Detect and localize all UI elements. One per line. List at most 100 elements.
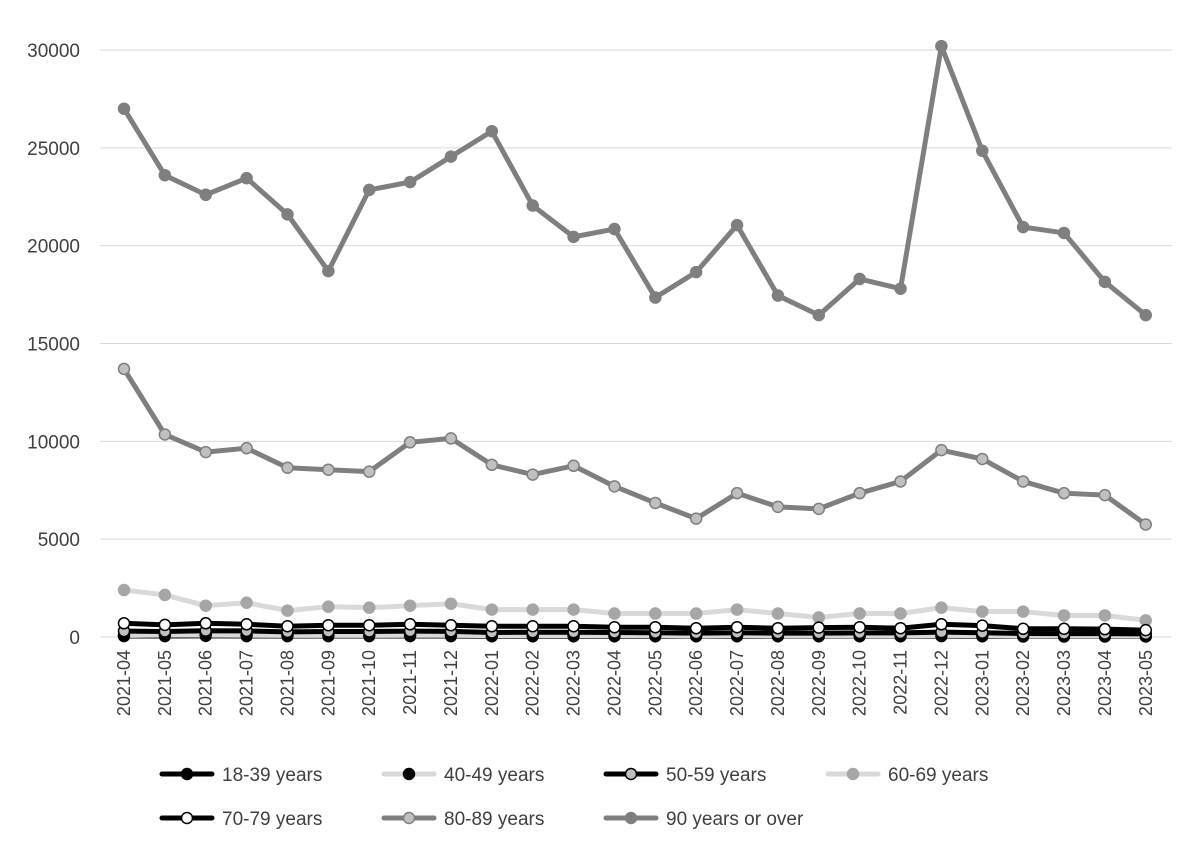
data-point [730, 620, 744, 634]
data-point [812, 621, 826, 634]
data-point [485, 619, 499, 633]
x-tick-label: 2022-11 [891, 650, 911, 715]
data-point [526, 199, 539, 212]
legend-swatch-marker [624, 811, 638, 825]
legend-item: 40-49 years [381, 765, 544, 786]
series-line [121, 43, 1149, 318]
data-point [1057, 486, 1071, 500]
legend-label: 50-59 years [666, 765, 766, 786]
legend-label: 60-69 years [888, 765, 988, 786]
data-point [526, 468, 539, 481]
data-point [935, 39, 948, 53]
data-point [894, 621, 907, 635]
data-point [240, 596, 253, 610]
data-point [1057, 226, 1071, 240]
data-point [730, 603, 744, 616]
x-tick-label: 2021-12 [441, 650, 461, 716]
legend-swatch-marker [180, 767, 194, 781]
data-point [853, 272, 866, 286]
legend-label: 40-49 years [444, 765, 544, 786]
series-3 [117, 583, 1152, 627]
data-point [1139, 623, 1152, 637]
x-tick-label: 2023-05 [1136, 650, 1156, 716]
data-point [444, 150, 458, 163]
data-point [689, 621, 703, 635]
data-point [1057, 609, 1071, 622]
legend-item: 60-69 years [825, 765, 988, 786]
data-point [485, 124, 499, 138]
series-6 [117, 39, 1152, 322]
x-tick-label: 2022-01 [482, 650, 502, 716]
x-tick-label: 2023-02 [1013, 650, 1033, 716]
x-tick-label: 2022-12 [931, 650, 951, 716]
data-point [812, 502, 826, 516]
data-point [649, 496, 662, 510]
data-point [771, 607, 785, 620]
data-point [935, 618, 948, 631]
x-tick-label: 2022-03 [564, 650, 584, 716]
data-point [608, 620, 621, 634]
y-tick-label: 25000 [27, 139, 80, 160]
x-axis: 2021-04 2021-05 2021-06 2021-07 2021-08 2021-… [114, 637, 1156, 716]
legend-swatch-marker [846, 767, 860, 781]
x-tick-label: 2023-01 [972, 650, 992, 716]
data-point [771, 500, 785, 514]
data-point [322, 264, 335, 278]
data-point [158, 588, 172, 602]
data-point [199, 445, 212, 459]
legend-item: 90 years or over [603, 809, 804, 830]
y-tick-label: 20000 [27, 237, 80, 258]
legend-item: 50-59 years [603, 765, 766, 786]
data-point [894, 607, 907, 620]
legend-swatch-marker [624, 767, 638, 781]
x-tick-label: 2021-08 [277, 650, 297, 716]
data-point [485, 603, 499, 616]
legend-item: 70-79 years [159, 809, 322, 830]
x-tick-label: 2021-11 [400, 650, 420, 715]
data-point [444, 619, 458, 632]
data-point [117, 362, 131, 376]
data-point [1098, 275, 1112, 289]
data-point [322, 463, 335, 476]
legend-label: 18-39 years [222, 765, 322, 786]
x-tick-label: 2022-04 [604, 650, 624, 716]
y-tick-label: 10000 [27, 432, 80, 453]
series-4 [117, 617, 1152, 637]
data-point [1016, 622, 1030, 636]
data-point [199, 599, 212, 612]
data-point [240, 618, 253, 631]
x-tick-label: 2022-02 [523, 650, 543, 716]
legend-swatch-marker [180, 811, 194, 825]
data-point [853, 607, 866, 620]
legend-item: 18-39 years [159, 765, 322, 786]
data-point [362, 465, 376, 478]
data-point [1098, 488, 1112, 502]
data-point [281, 619, 294, 633]
x-tick-label: 2022-08 [768, 650, 788, 716]
y-axis: 0 5000 10000 15000 20000 25000 30000 [27, 41, 80, 649]
data-point [1098, 609, 1112, 622]
data-point [771, 621, 785, 635]
data-point [649, 607, 662, 620]
x-tick-label: 2023-03 [1054, 650, 1074, 716]
data-point [526, 603, 539, 616]
legend-label: 70-79 years [222, 809, 322, 830]
x-tick-label: 2022-07 [727, 650, 747, 716]
series-line [121, 366, 1149, 527]
data-point [689, 265, 703, 279]
data-point [608, 480, 621, 493]
data-point [649, 291, 662, 304]
data-point [1139, 308, 1152, 322]
data-point [894, 475, 907, 488]
data-point [362, 183, 376, 197]
data-point [1139, 518, 1152, 531]
data-point [322, 600, 335, 613]
data-point [567, 603, 580, 616]
data-point [444, 432, 458, 445]
legend-label: 80-89 years [444, 809, 544, 830]
data-point [894, 282, 907, 295]
data-point [608, 222, 621, 236]
data-point [730, 218, 744, 232]
